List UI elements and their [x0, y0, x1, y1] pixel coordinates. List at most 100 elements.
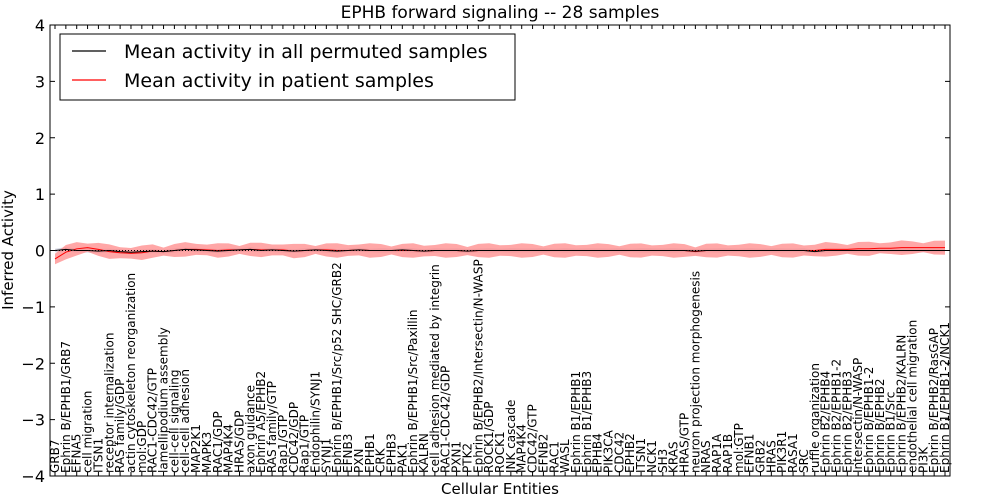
- legend-label-patient: Mean activity in patient samples: [124, 70, 434, 92]
- x-axis-label: Cellular Entities: [441, 480, 559, 498]
- x-tick-label: EFNA5: [70, 434, 84, 473]
- x-tick-label: Ephrin B2/EPHB4: [819, 371, 833, 473]
- x-tick-label: Ephrin B/EPHB1/Src/Paxillin: [406, 309, 420, 473]
- y-tick-label: 4: [35, 16, 45, 35]
- x-tick-label: HRAS: [764, 440, 778, 473]
- x-tick-label: RAC1: [547, 441, 561, 473]
- x-tick-label: Ephrin B1/Src: [884, 392, 898, 473]
- x-tick-label: EFNB1: [743, 434, 757, 473]
- x-tick-label: PXN1: [450, 441, 464, 473]
- x-tick-label: Ephrin B1/EPHB1: [569, 371, 583, 473]
- x-tick-label: EPHB3: [384, 433, 398, 473]
- x-tick-label: EFNB2: [536, 434, 550, 473]
- x-tick-label: SRC: [797, 449, 811, 473]
- x-tick-label: RAC1-CDC42/GTP: [146, 368, 160, 473]
- y-tick-label: 2: [35, 129, 45, 148]
- x-tick-label: CDC42/GTP: [526, 404, 540, 473]
- x-tick-label: SYNJ1: [319, 438, 333, 473]
- x-tick-label: CDC42: [612, 432, 626, 473]
- x-tick-label: Ephrin B1/EPHB3: [580, 371, 594, 473]
- x-tick-label: RAP1A: [710, 433, 724, 473]
- x-tick-label: Rap1/GTP: [276, 415, 290, 473]
- x-tick-label: PXN: [352, 449, 366, 473]
- x-tick-label: Intersectin/N-WASP: [851, 358, 865, 473]
- y-tick-label: −1: [21, 298, 45, 317]
- x-tick-label: ITSN1: [634, 438, 648, 473]
- x-tick-label: ITSN1: [91, 438, 105, 473]
- x-tick-label: GRB2: [753, 439, 767, 473]
- chart-title: EPHB forward signaling -- 28 samples: [341, 3, 660, 23]
- x-tick-label: Ephrin B/EPHB2/KALRN: [895, 335, 909, 473]
- x-tick-label: Ephrin B/EPHB1-2: [862, 367, 876, 473]
- x-tick-label: ruffle organization: [808, 363, 822, 473]
- x-tick-label: mol:GTP: [732, 423, 746, 473]
- x-tick-label: PIK3R1: [775, 431, 789, 473]
- x-tick-label: ROCK1: [493, 431, 507, 473]
- x-tick-label: Ephrin B2/EPHB1-2: [829, 359, 843, 473]
- x-tick-label: PTK2: [460, 443, 474, 473]
- x-tick-label: cell-cell signaling: [167, 370, 181, 474]
- x-tick-label: RAP1B: [721, 434, 735, 473]
- x-tick-label: Ephrin A5/EPHB2: [254, 371, 268, 473]
- x-tick-label: EPHB1: [363, 433, 377, 473]
- x-tick-label: Rap1/GTP: [298, 415, 312, 473]
- y-tick-label: 0: [35, 242, 45, 261]
- x-tick-label: receptor internalization: [102, 333, 116, 473]
- x-tick-label: cell adhesion mediated by integrin: [428, 264, 442, 473]
- x-tick-label: HRAS/GDP: [233, 410, 247, 473]
- x-tick-label: ROCK1/GDP: [482, 402, 496, 473]
- x-tick-label: Ephrin B1/EPHB1-2/NCK1: [938, 322, 952, 473]
- x-tick-label: lamellipodium assembly: [157, 327, 171, 473]
- x-tick-label: HRAS/GTP: [678, 413, 692, 473]
- x-tick-label: cell-cell adhesion: [178, 369, 192, 473]
- x-tick-label: CRK: [374, 447, 388, 473]
- x-tick-label: PAK1: [395, 443, 409, 473]
- x-tick-label: PIK3CA: [602, 429, 616, 473]
- x-tick-label: NCK1: [645, 440, 659, 473]
- x-tick-label: Ephrin B/EPHB1/GRB7: [59, 341, 73, 473]
- x-tick-label: GRB7: [48, 439, 62, 473]
- x-tick-label: actin cytoskeleton reorganization: [124, 273, 138, 473]
- y-axis-label: Inferred Activity: [0, 190, 17, 310]
- x-tick-label: RASA1: [786, 433, 800, 473]
- x-tick-label: Ephrin B/EPHB1/Src/p52 SHC/GRB2: [330, 262, 344, 473]
- x-tick-label: MAP4K4: [222, 424, 236, 473]
- x-tick-label: EPHB4: [591, 433, 605, 473]
- y-tick-label: −3: [21, 411, 45, 430]
- y-tick-label: −2: [21, 354, 45, 373]
- x-tick-label: Ephrin B/EPHB2/RasGAP: [927, 328, 941, 473]
- x-tick-label: JNK cascade: [504, 400, 518, 474]
- x-tick-label: Ephrin B/EPHB2: [873, 379, 887, 473]
- x-tick-label: MAP4K4: [515, 424, 529, 473]
- x-tick-label: mol:GDP: [135, 421, 149, 473]
- x-tick-label: Ephrin B2/EPHB3: [840, 371, 854, 473]
- x-tick-label: CDC42/GDP: [287, 402, 301, 473]
- legend-label-permuted: Mean activity in all permuted samples: [124, 41, 487, 63]
- x-tick-label: RAC1/GDP: [211, 411, 225, 473]
- y-tick-label: −4: [21, 467, 45, 486]
- x-tick-label: EFNB3: [341, 434, 355, 473]
- x-tick-label: WASL: [558, 439, 572, 473]
- patient-spread-band: [55, 240, 945, 265]
- legend-box: [59, 33, 516, 101]
- x-tick-label: KALRN: [417, 433, 431, 473]
- x-tick-label: KRAS: [667, 441, 681, 473]
- x-tick-label: cell migration: [81, 391, 95, 473]
- x-tick-label: Endophilin/SYNJ1: [308, 371, 322, 473]
- x-tick-label: MAPK3: [200, 432, 214, 473]
- x-tick-label: RAC1-CDC42/GDP: [439, 366, 453, 473]
- x-tick-label: endothelial cell migration: [905, 320, 919, 473]
- x-tick-label: RAS family/GDP: [113, 379, 127, 473]
- y-tick-label: 3: [35, 72, 45, 91]
- x-tick-label: neuron projection morphogenesis: [688, 271, 702, 473]
- x-tick-label: PI3K: [916, 446, 930, 473]
- x-tick-label: MAP2K1: [189, 424, 203, 473]
- y-tick-label: 1: [35, 185, 45, 204]
- x-tick-label: RAS family/GTP: [265, 381, 279, 473]
- x-tick-label: EPHB2: [623, 433, 637, 473]
- legend: Mean activity in all permuted samples Me…: [59, 33, 516, 101]
- x-tick-label: Ephrin B/EPHB2/Intersectin/N-WASP: [471, 259, 485, 473]
- x-tick-label: NRAS: [699, 440, 713, 473]
- x-tick-label: axon guidance: [243, 385, 257, 473]
